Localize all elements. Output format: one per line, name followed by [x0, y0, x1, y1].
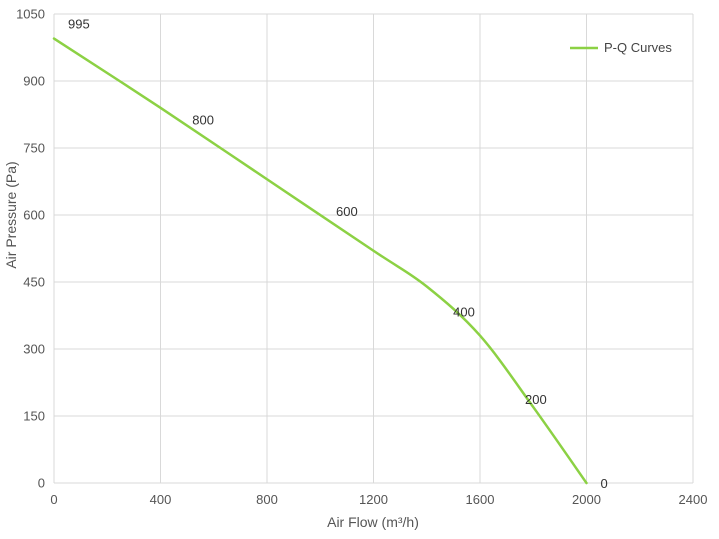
data-label: 995: [68, 17, 90, 32]
data-label: 600: [336, 204, 358, 219]
x-axis-ticks: 0 400 800 1200 1600 2000 2400: [50, 492, 707, 507]
y-tick-label: 300: [23, 342, 45, 357]
x-tick-label: 2400: [679, 492, 708, 507]
grid: [53, 13, 694, 484]
legend-label: P-Q Curves: [604, 40, 672, 55]
x-tick-label: 1200: [359, 492, 388, 507]
series-line-0: [52, 37, 588, 485]
x-tick-label: 2000: [572, 492, 601, 507]
legend: P-Q Curves: [570, 40, 672, 55]
y-tick-label: 450: [23, 275, 45, 290]
y-tick-label: 0: [38, 476, 45, 491]
y-tick-label: 900: [23, 74, 45, 89]
data-label: 0: [601, 476, 608, 491]
x-tick-label: 1600: [466, 492, 495, 507]
y-tick-label: 750: [23, 141, 45, 156]
x-axis-title: Air Flow (m³/h): [327, 514, 419, 530]
x-tick-label: 0: [50, 492, 57, 507]
x-tick-label: 400: [150, 492, 172, 507]
data-labels: 995 800 600 400 200 0: [68, 17, 608, 491]
data-label: 800: [192, 113, 214, 128]
y-tick-label: 150: [23, 409, 45, 424]
data-label: 200: [525, 392, 547, 407]
y-axis-ticks: 0 150 300 450 600 750 900 1050: [16, 7, 45, 491]
series-layer: [52, 37, 588, 485]
data-label: 400: [453, 305, 475, 320]
y-tick-label: 600: [23, 208, 45, 223]
y-axis-title: Air Pressure (Pa): [3, 161, 19, 268]
y-tick-label: 1050: [16, 7, 45, 22]
x-tick-label: 800: [256, 492, 278, 507]
